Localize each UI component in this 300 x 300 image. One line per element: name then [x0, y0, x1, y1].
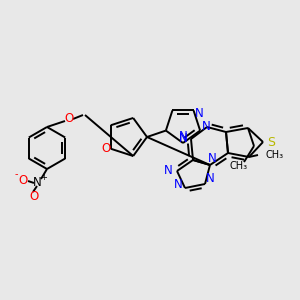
Text: +: +	[40, 173, 47, 182]
Text: N: N	[174, 178, 182, 190]
Text: S: S	[267, 136, 275, 148]
Text: O: O	[29, 190, 39, 203]
Text: N: N	[178, 130, 188, 143]
Text: O: O	[64, 112, 74, 125]
Text: N: N	[178, 133, 188, 146]
Text: N: N	[208, 152, 216, 166]
Text: N: N	[164, 164, 172, 176]
Text: N: N	[202, 120, 211, 133]
Text: N: N	[33, 176, 41, 190]
Text: O: O	[18, 173, 28, 187]
Text: -: -	[14, 169, 18, 179]
Text: N: N	[195, 107, 204, 120]
Text: O: O	[101, 142, 110, 155]
Text: CH₃: CH₃	[230, 161, 248, 171]
Text: N: N	[206, 172, 214, 185]
Text: CH₃: CH₃	[266, 150, 284, 160]
